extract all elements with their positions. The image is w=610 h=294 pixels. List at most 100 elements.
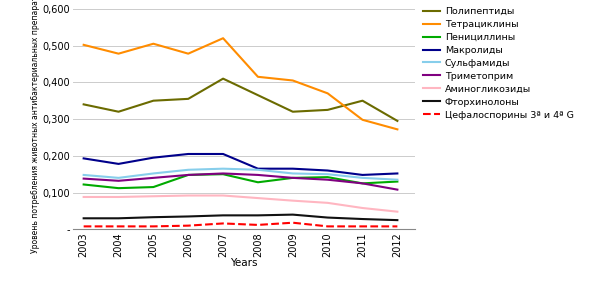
Тетрациклины xyxy=(80,43,87,46)
Line: Пенициллины: Пенициллины xyxy=(84,174,397,188)
Триметоприм xyxy=(185,173,192,177)
Макролиды xyxy=(289,167,296,171)
Цефалоспорины 3ª и 4ª G xyxy=(289,221,296,225)
Пенициллины xyxy=(149,185,157,189)
Пенициллины xyxy=(289,176,296,180)
Триметоприм xyxy=(324,178,331,181)
Цефалоспорины 3ª и 4ª G xyxy=(185,224,192,228)
Тетрациклины xyxy=(393,128,401,131)
Триметоприм xyxy=(149,176,157,180)
Сульфамиды xyxy=(324,172,331,176)
Y-axis label: Уровень потребления животных антибактериальных препаратам: Уровень потребления животных антибактери… xyxy=(31,0,40,253)
Макролиды xyxy=(149,156,157,159)
Line: Цефалоспорины 3ª и 4ª G: Цефалоспорины 3ª и 4ª G xyxy=(84,223,397,226)
Полипептиды xyxy=(359,99,366,103)
Макролиды xyxy=(393,172,401,175)
Аминогликозиды xyxy=(393,210,401,213)
Фторхинолоны xyxy=(324,216,331,219)
Пенициллины xyxy=(220,172,227,176)
Полипептиды xyxy=(185,97,192,101)
Аминогликозиды xyxy=(359,206,366,210)
Макролиды xyxy=(324,169,331,172)
Сульфамиды xyxy=(393,178,401,181)
Фторхинолоны xyxy=(80,216,87,220)
Пенициллины xyxy=(115,186,122,190)
Аминогликозиды xyxy=(80,195,87,199)
Line: Тетрациклины: Тетрациклины xyxy=(84,38,397,129)
Макролиды xyxy=(220,152,227,156)
Цефалоспорины 3ª и 4ª G xyxy=(359,225,366,228)
Аминогликозиды xyxy=(254,196,262,200)
Пенициллины xyxy=(254,181,262,184)
Аминогликозиды xyxy=(324,201,331,205)
Фторхинолоны xyxy=(115,216,122,220)
Сульфамиды xyxy=(289,172,296,175)
Макролиды xyxy=(185,152,192,156)
Фторхинолоны xyxy=(254,213,262,217)
Тетрациклины xyxy=(289,79,296,82)
Аминогликозиды xyxy=(149,195,157,198)
Пенициллины xyxy=(185,173,192,177)
Полипептиды xyxy=(289,110,296,113)
Полипептиды xyxy=(324,108,331,112)
Триметоприм xyxy=(254,173,262,177)
Фторхинолоны xyxy=(289,213,296,216)
Цефалоспорины 3ª и 4ª G xyxy=(393,225,401,228)
Тетрациклины xyxy=(359,118,366,122)
Триметоприм xyxy=(359,182,366,185)
Пенициллины xyxy=(359,182,366,185)
Аминогликозиды xyxy=(220,194,227,197)
Line: Сульфамиды: Сульфамиды xyxy=(84,169,397,180)
Макролиды xyxy=(115,162,122,166)
Полипептиды xyxy=(220,77,227,81)
Сульфамиды xyxy=(220,167,227,171)
Триметоприм xyxy=(115,179,122,183)
Line: Аминогликозиды: Аминогликозиды xyxy=(84,196,397,212)
Пенициллины xyxy=(80,183,87,186)
Макролиды xyxy=(80,157,87,160)
Полипептиды xyxy=(115,110,122,113)
Фторхинолоны xyxy=(220,213,227,217)
Триметоприм xyxy=(220,172,227,175)
Сульфамиды xyxy=(359,176,366,180)
Фторхинолоны xyxy=(359,217,366,221)
Цефалоспорины 3ª и 4ª G xyxy=(254,223,262,227)
Полипептиды xyxy=(254,93,262,97)
Тетрациклины xyxy=(149,42,157,46)
Полипептиды xyxy=(149,99,157,103)
Сульфамиды xyxy=(149,172,157,175)
Триметоприм xyxy=(80,177,87,181)
Line: Макролиды: Макролиды xyxy=(84,154,397,175)
Line: Полипептиды: Полипептиды xyxy=(84,79,397,121)
X-axis label: Years: Years xyxy=(230,258,258,268)
Тетрациклины xyxy=(324,92,331,95)
Line: Триметоприм: Триметоприм xyxy=(84,173,397,190)
Пенициллины xyxy=(324,175,331,179)
Legend: Полипептиды, Тетрациклины, Пенициллины, Макролиды, Сульфамиды, Триметоприм, Амин: Полипептиды, Тетрациклины, Пенициллины, … xyxy=(423,7,573,120)
Пенициллины xyxy=(393,180,401,183)
Сульфамиды xyxy=(115,176,122,180)
Тетрациклины xyxy=(185,52,192,56)
Сульфамиды xyxy=(185,168,192,172)
Сульфамиды xyxy=(254,168,262,172)
Фторхинолоны xyxy=(393,218,401,222)
Тетрациклины xyxy=(220,36,227,40)
Фторхинолоны xyxy=(185,215,192,218)
Цефалоспорины 3ª и 4ª G xyxy=(149,225,157,228)
Полипептиды xyxy=(80,103,87,106)
Цефалоспорины 3ª и 4ª G xyxy=(220,222,227,225)
Аминогликозиды xyxy=(289,199,296,202)
Line: Фторхинолоны: Фторхинолоны xyxy=(84,215,397,220)
Макролиды xyxy=(359,173,366,177)
Фторхинолоны xyxy=(149,216,157,219)
Тетрациклины xyxy=(254,75,262,78)
Аминогликозиды xyxy=(115,195,122,199)
Цефалоспорины 3ª и 4ª G xyxy=(80,225,87,228)
Триметоприм xyxy=(393,188,401,191)
Тетрациклины xyxy=(115,52,122,56)
Аминогликозиды xyxy=(185,194,192,197)
Цефалоспорины 3ª и 4ª G xyxy=(324,225,331,228)
Цефалоспорины 3ª и 4ª G xyxy=(115,225,122,228)
Сульфамиды xyxy=(80,173,87,177)
Макролиды xyxy=(254,167,262,171)
